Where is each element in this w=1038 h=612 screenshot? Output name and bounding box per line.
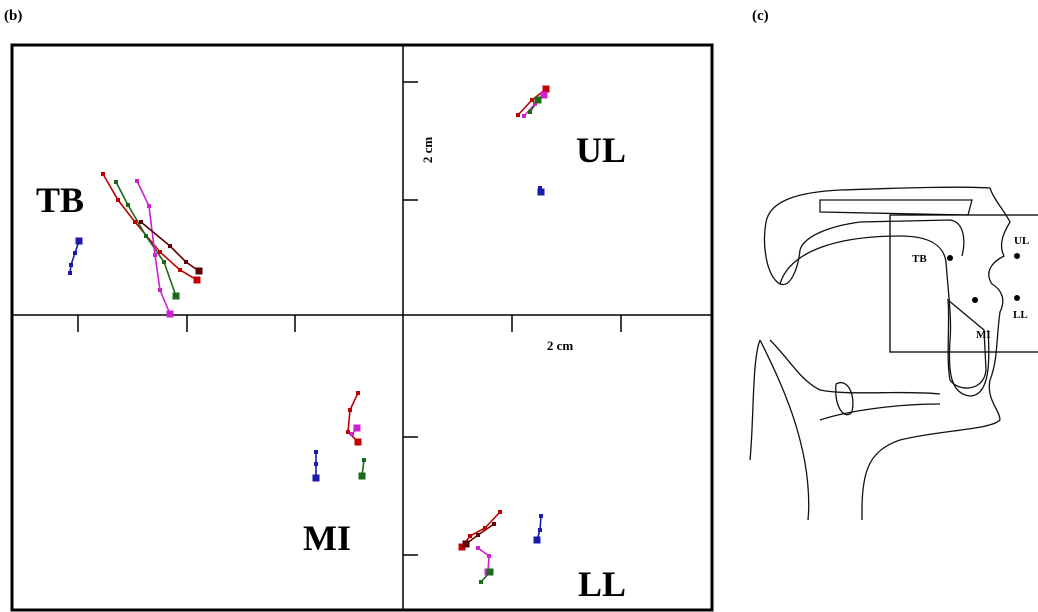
trajectory-point (458, 543, 466, 551)
trajectory-point (158, 250, 162, 254)
outline (819, 403, 941, 421)
trajectory-point (356, 391, 360, 395)
trajectory-point (116, 198, 120, 202)
trajectory-point (195, 267, 203, 275)
trajectory-point (133, 220, 137, 224)
point-label: UL (1014, 235, 1029, 247)
point-label: TB (912, 253, 927, 265)
trajectory-point (348, 408, 352, 412)
trajectory-point (476, 546, 480, 550)
trajectory (136, 180, 171, 315)
trajectory-point (542, 85, 550, 93)
trajectory-point (353, 424, 361, 432)
trajectory-point (178, 268, 182, 272)
trajectory-point (73, 251, 77, 255)
sensor (1014, 253, 1020, 259)
region-label: UL (576, 130, 626, 170)
trajectory-point (539, 514, 543, 518)
trajectory-point (314, 462, 318, 466)
trajectory-point (312, 474, 320, 482)
epiglottis (835, 382, 854, 416)
trajectory-point (69, 263, 73, 267)
tongue-tip (947, 298, 987, 389)
trajectory-point (172, 292, 180, 300)
scale-label: 2 cm (420, 137, 435, 164)
trajectory-point (350, 432, 354, 436)
trajectory-point (462, 540, 470, 548)
point-label: MI (976, 329, 991, 341)
trajectory-point (147, 204, 151, 208)
trajectory (477, 547, 490, 573)
trajectory-point (314, 450, 318, 454)
trajectory-point (135, 179, 139, 183)
point-label: LL (1013, 309, 1028, 321)
trajectory-point (538, 186, 542, 190)
sensor (972, 297, 978, 303)
trajectory (69, 240, 80, 274)
trajectory-point (358, 472, 366, 480)
trajectory (102, 173, 198, 281)
trajectory-point (114, 180, 118, 184)
outline (861, 187, 1011, 520)
trajectory-point (193, 276, 201, 284)
trajectory-point (479, 580, 483, 584)
trajectory-point (530, 98, 534, 102)
trajectory-point (487, 554, 491, 558)
region-box (889, 214, 1038, 353)
panel-frame (10, 43, 714, 612)
region-label: MI (303, 518, 351, 558)
trajectory-point (68, 271, 72, 275)
trajectory-point (126, 203, 130, 207)
trajectory-point (540, 91, 548, 99)
trajectory-point (533, 102, 537, 106)
sensor (947, 255, 953, 261)
trajectory-point (528, 110, 532, 114)
trajectory-point (168, 244, 172, 248)
trajectory-point (516, 113, 520, 117)
trajectory-point (75, 237, 83, 245)
outline (763, 186, 991, 286)
panel-label: (b) (4, 8, 22, 24)
trajectory-point (158, 288, 162, 292)
trajectory-point (534, 96, 542, 104)
region-label: TB (36, 180, 84, 220)
trajectory-point (468, 534, 472, 538)
trajectory-point (101, 172, 105, 176)
palate (819, 199, 973, 216)
trajectory-point (362, 458, 366, 462)
trajectory-point (522, 114, 526, 118)
trajectory-point (476, 533, 480, 537)
trajectory-point (162, 260, 166, 264)
trajectory (140, 221, 200, 272)
trajectory-point (533, 536, 541, 544)
trajectory-point (498, 510, 502, 514)
trajectory-point (153, 253, 157, 257)
axes (12, 45, 712, 610)
trajectory-point (483, 526, 487, 530)
trajectory-point (354, 438, 362, 446)
outline (779, 235, 990, 397)
trajectory-point (184, 260, 188, 264)
trajectory-point (139, 220, 143, 224)
outline (749, 339, 941, 521)
trajectory (347, 392, 359, 443)
trajectory-point (166, 310, 174, 318)
vocal-tract-drawing (749, 186, 1011, 521)
markers (947, 253, 1020, 303)
trajectory-point (492, 522, 496, 526)
trajectory-point (486, 568, 494, 576)
scale-label: 2 cm (547, 338, 574, 353)
trajectories (68, 85, 550, 584)
trajectory-point (144, 234, 148, 238)
region-label: LL (578, 564, 626, 604)
sensor (1014, 295, 1020, 301)
trajectory-point (346, 430, 350, 434)
trajectory-point (537, 188, 545, 196)
panel-label: (c) (752, 8, 769, 24)
trajectory-point (538, 528, 542, 532)
